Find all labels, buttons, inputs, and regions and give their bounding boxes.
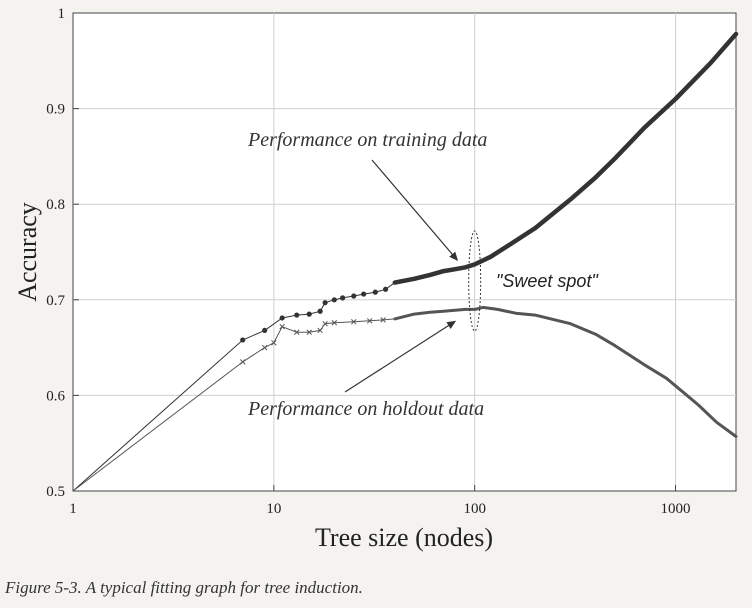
training-arrow [371, 159, 459, 262]
series-1-point [340, 295, 346, 301]
series-2-point [261, 344, 268, 351]
x-tick-label: 1000 [661, 501, 691, 517]
series-1-point [351, 293, 357, 299]
series-2-point [279, 323, 285, 330]
grid-lines [73, 13, 736, 491]
series-2-point [322, 320, 328, 327]
series-2-point [306, 329, 312, 336]
series-2-point [351, 319, 357, 325]
series-1-dense-band [392, 31, 739, 285]
series-layer [72, 31, 739, 492]
figure-caption: Figure 5-3. A typical fitting graph for … [5, 578, 363, 597]
fitting-graph-chart: 1 10 100 1000 0.5 0.6 0.7 0.8 0.9 1 Performance o… [13, 6, 739, 552]
series-1-point [317, 308, 323, 314]
series-1-point [361, 291, 367, 297]
y-tick-label: 0.9 [46, 102, 65, 118]
series-1-point [262, 327, 268, 333]
series-1-point [331, 297, 337, 303]
series-2-dense-band [393, 305, 738, 438]
series-1-point [322, 300, 328, 306]
annotation-training: Performance on training data [247, 129, 487, 151]
series-1 [72, 31, 739, 492]
series-2-point [380, 317, 386, 323]
series-1-point [382, 286, 389, 292]
y-tick-label: 0.5 [46, 484, 65, 500]
plot-area [72, 12, 737, 492]
series-2-point [317, 327, 323, 334]
annotation-holdout: Performance on holdout data [247, 398, 484, 420]
ticks: 1 10 100 1000 0.5 0.6 0.7 0.8 0.9 1 [46, 6, 690, 517]
series-1-point [294, 312, 300, 318]
y-tick-label: 0.7 [46, 293, 65, 309]
y-tick-label: 0.6 [46, 388, 65, 404]
series-2-point [271, 340, 277, 346]
y-axis-title: Accuracy [13, 202, 42, 302]
x-tick-label: 100 [463, 501, 486, 517]
series-2-point [293, 329, 300, 336]
series-2-point [239, 359, 246, 365]
x-tick-label: 1 [69, 501, 77, 517]
x-tick-label: 10 [266, 501, 281, 517]
series-1-point [279, 315, 285, 321]
series-2-point [366, 318, 373, 324]
series-2-point [331, 319, 338, 326]
series-1-point [372, 289, 378, 295]
series-1-point [306, 311, 312, 317]
sweet-spot-ellipse [468, 230, 482, 332]
y-tick-label: 1 [58, 6, 66, 22]
holdout-arrow [344, 320, 457, 393]
series-1-point [240, 337, 246, 343]
annotation-sweet-spot: "Sweet spot" [496, 271, 599, 291]
y-tick-label: 0.8 [46, 197, 65, 213]
series-2 [72, 305, 738, 492]
annotations: Performance on training data Performance… [247, 129, 599, 420]
x-axis-title: Tree size (nodes) [315, 523, 493, 552]
